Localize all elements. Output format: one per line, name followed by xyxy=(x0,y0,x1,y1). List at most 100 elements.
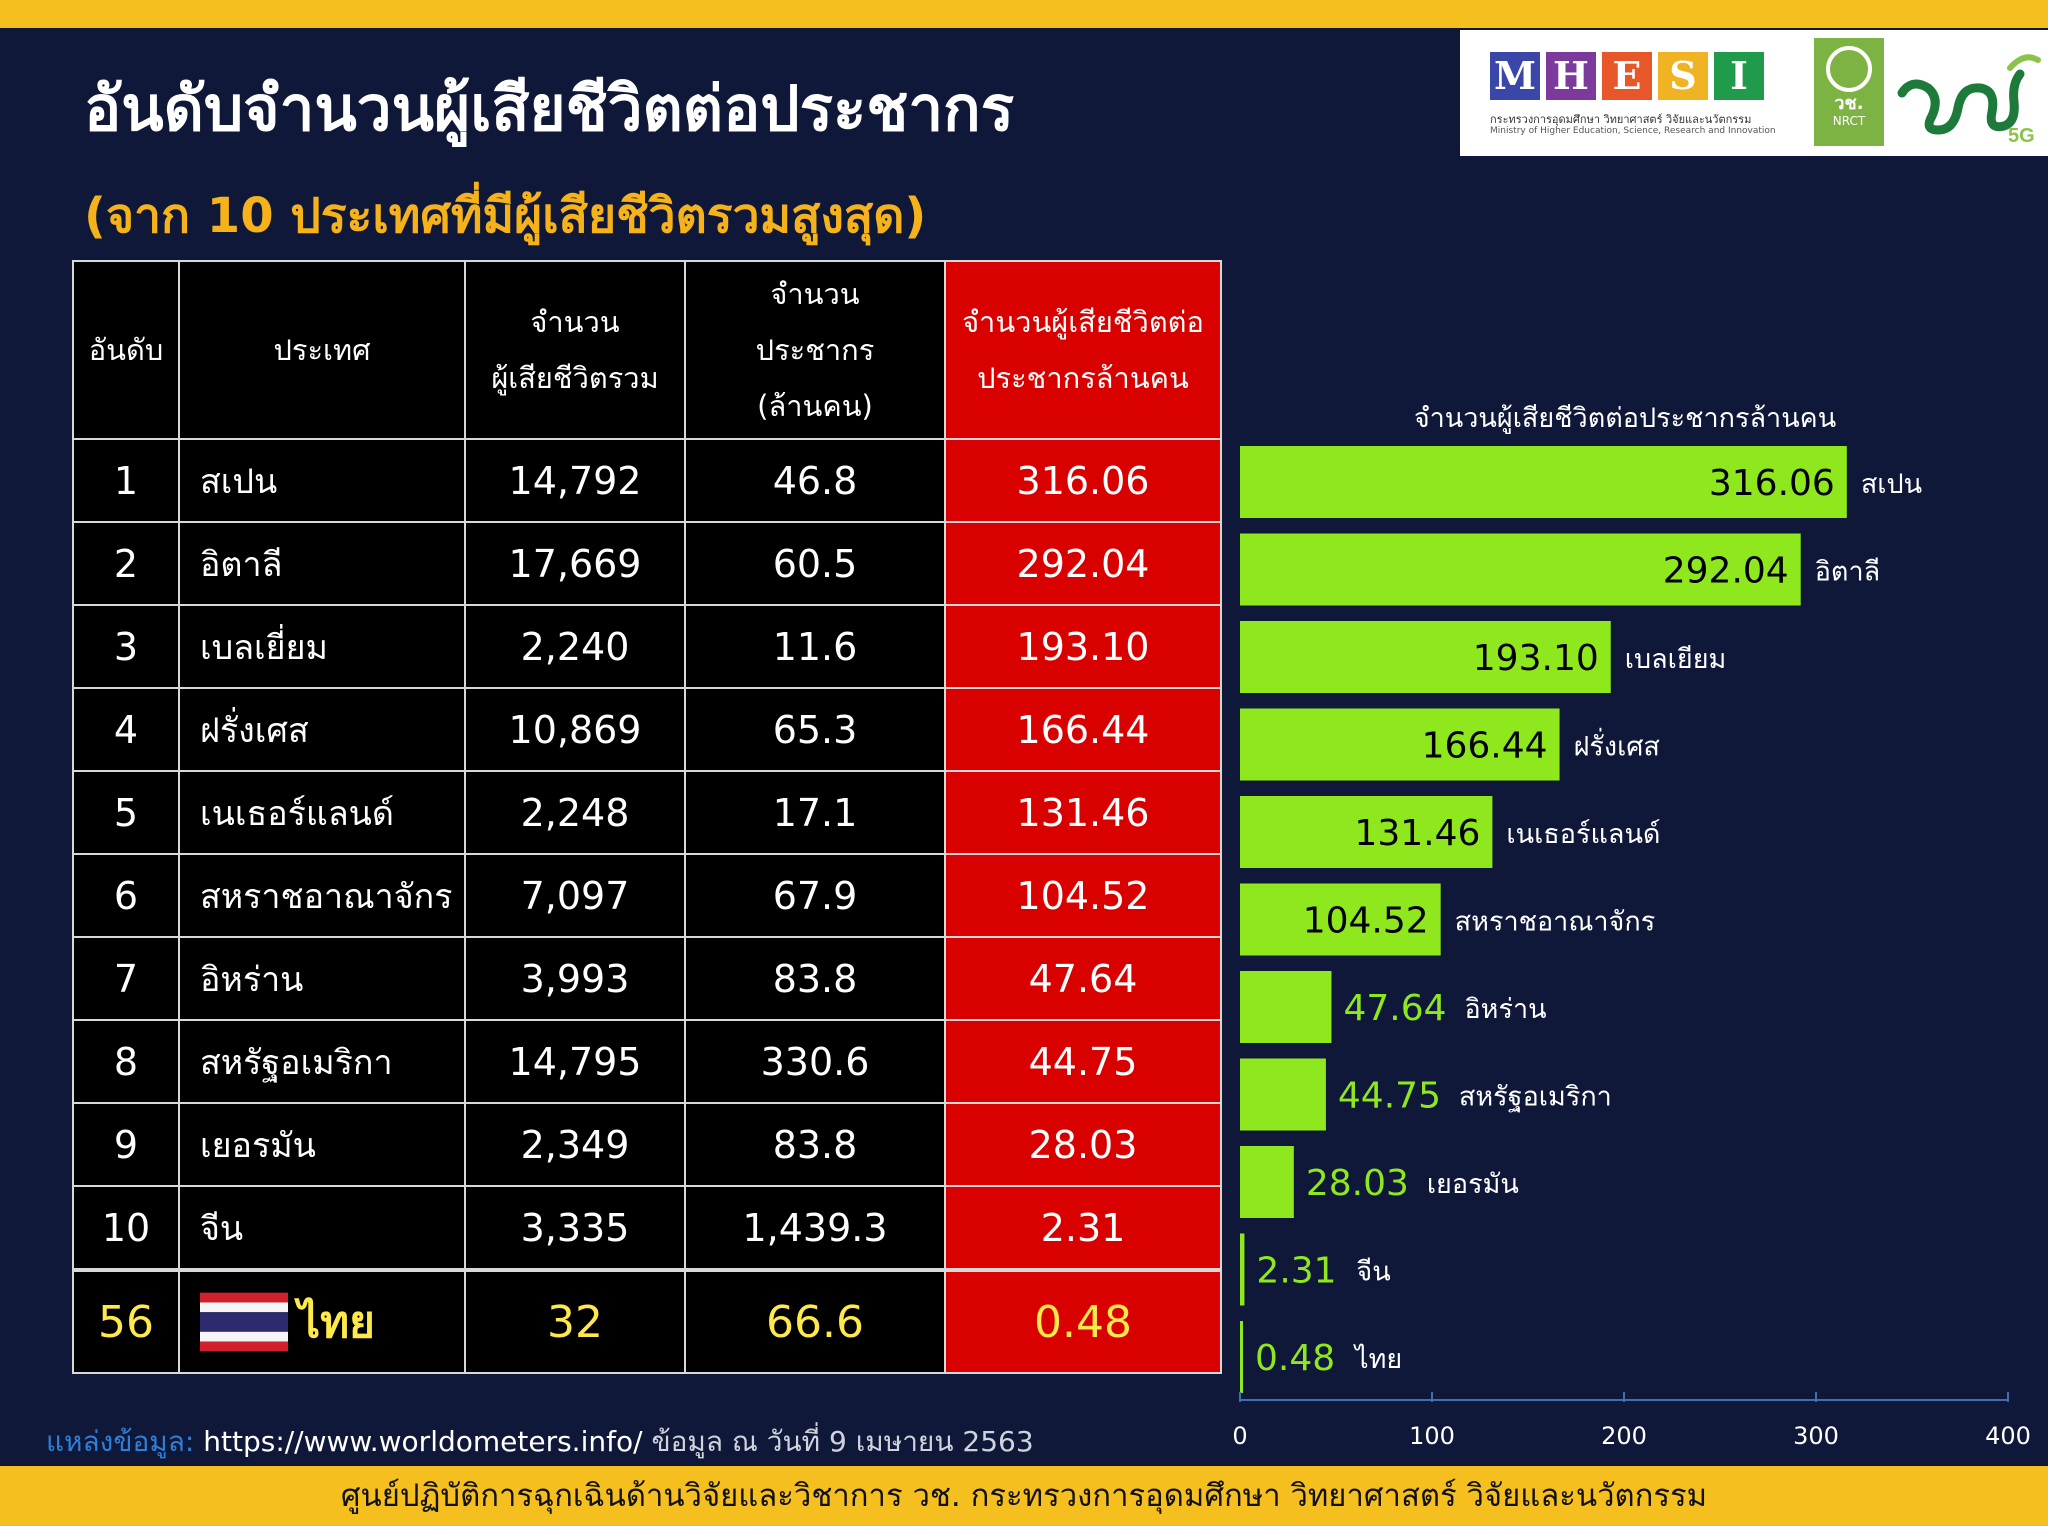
mhesi-letter: I xyxy=(1714,52,1764,100)
cell-deaths: 2,240 xyxy=(464,604,686,689)
cell-deaths: 3,993 xyxy=(464,936,686,1021)
bar-value-label: 131.46 xyxy=(1354,813,1480,854)
cell-deaths: 17,669 xyxy=(464,521,686,606)
cell-rank: 2 xyxy=(72,521,180,606)
source-note: ข้อมูล ณ วันที่ 9 เมษายน 2563 xyxy=(651,1425,1034,1458)
header-population-line2: ประชากร xyxy=(755,333,875,367)
cell-rank: 4 xyxy=(72,687,180,772)
bar xyxy=(1240,446,1847,518)
table-row: 1 สเปน 14,792 46.8 316.06 xyxy=(72,438,1222,523)
country-name-thailand: ไทย xyxy=(298,1297,375,1348)
mhesi-english-name: Ministry of Higher Education, Science, R… xyxy=(1490,126,1776,136)
cell-rank: 9 xyxy=(72,1102,180,1187)
bar-category-label: เยอรมัน xyxy=(1427,1169,1519,1200)
x-tick-label: 0 xyxy=(1232,1422,1247,1450)
bar-value-label: 47.64 xyxy=(1343,988,1446,1029)
per-million-bar-chart: 316.06 สเปน 292.04 อิตาลี 193.10 เบลเยียม 166.… xyxy=(1232,446,2031,1450)
cell-country: เนเธอร์แลนด์ xyxy=(178,770,466,855)
source-url: https://www.worldometers.info/ xyxy=(203,1425,643,1458)
bar-category-label: อิหร่าน xyxy=(1464,994,1546,1025)
cell-rank: 10 xyxy=(72,1185,180,1271)
bar-value-label: 104.52 xyxy=(1303,901,1429,942)
header-per-million-line1: จำนวนผู้เสียชีวิตต่อ xyxy=(962,305,1204,339)
bar-category-label: ไทย xyxy=(1353,1344,1402,1375)
cell-population: 60.5 xyxy=(684,521,946,606)
cell-population: 83.8 xyxy=(684,936,946,1021)
cell-deaths: 7,097 xyxy=(464,853,686,938)
page-title: อันดับจำนวนผู้เสียชีวิตต่อประชากร xyxy=(84,72,1014,145)
cell-population: 46.8 xyxy=(684,438,946,523)
mhesi-letter: E xyxy=(1602,52,1652,100)
cell-per-million-thailand: 0.48 xyxy=(944,1268,1222,1374)
header-deaths: จำนวน ผู้เสียชีวิตรวม xyxy=(464,260,686,440)
bar-value-label: 28.03 xyxy=(1306,1163,1409,1204)
cell-rank: 8 xyxy=(72,1019,180,1104)
cell-population: 83.8 xyxy=(684,1102,946,1187)
chart-title: จำนวนผู้เสียชีวิตต่อประชากรล้านคน xyxy=(1413,403,1837,434)
table-row: 3 เบลเยี่ยม 2,240 11.6 193.10 xyxy=(72,604,1222,689)
bar xyxy=(1240,1146,1294,1218)
table-row: 6 สหราชอาณาจักร 7,097 67.9 104.52 xyxy=(72,853,1222,938)
header-deaths-line1: จำนวน xyxy=(530,305,620,339)
cell-rank: 7 xyxy=(72,936,180,1021)
bar xyxy=(1240,533,1801,606)
cell-population: 330.6 xyxy=(684,1019,946,1104)
cell-country: สเปน xyxy=(178,438,466,523)
table-row: 5 เนเธอร์แลนด์ 2,248 17.1 131.46 xyxy=(72,770,1222,855)
cell-deaths: 3,335 xyxy=(464,1185,686,1271)
page-subtitle: (จาก 10 ประเทศที่มีผู้เสียชีวิตรวมสูงสุด… xyxy=(84,188,927,244)
cell-per-million: 104.52 xyxy=(944,853,1222,938)
cell-rank-thailand: 56 xyxy=(72,1268,180,1374)
header-rank: อันดับ xyxy=(72,260,180,440)
header-country: ประเทศ xyxy=(178,260,466,440)
header-per-million-line2: ประชากรล้านคน xyxy=(977,361,1189,395)
cell-population: 67.9 xyxy=(684,853,946,938)
bar-category-label: ฝรั่งเศส xyxy=(1574,728,1660,763)
cell-rank: 6 xyxy=(72,853,180,938)
data-table: อันดับ ประเทศ จำนวน ผู้เสียชีวิตรวม จำนว… xyxy=(72,260,1222,1374)
mhesi-letter: S xyxy=(1658,52,1708,100)
header-population: จำนวน ประชากร (ล้านคน) xyxy=(684,260,946,440)
cell-country: จีน xyxy=(178,1185,466,1271)
bar-value-label: 193.10 xyxy=(1473,638,1599,679)
header-population-line1: จำนวน xyxy=(770,277,860,311)
bar-category-label: สหราชอาณาจักร xyxy=(1455,907,1656,938)
x-tick-label: 200 xyxy=(1601,1422,1647,1450)
bar xyxy=(1240,1058,1326,1131)
bar-value-label: 0.48 xyxy=(1255,1338,1335,1379)
cell-per-million: 44.75 xyxy=(944,1019,1222,1104)
cell-per-million: 292.04 xyxy=(944,521,1222,606)
bar-value-label: 44.75 xyxy=(1338,1076,1441,1117)
bar-value-label: 292.04 xyxy=(1663,551,1789,592)
bar xyxy=(1240,1233,1245,1306)
bar xyxy=(1240,796,1493,868)
mhesi-letter: M xyxy=(1490,52,1540,100)
source-line: แหล่งข้อมูล: https://www.worldometers.in… xyxy=(46,1420,1034,1464)
table-row: 4 ฝรั่งเศส 10,869 65.3 166.44 xyxy=(72,687,1222,772)
cell-population-thailand: 66.6 xyxy=(684,1268,946,1374)
bar xyxy=(1240,1321,1243,1393)
header-population-line3: (ล้านคน) xyxy=(757,389,873,423)
header-per-million: จำนวนผู้เสียชีวิตต่อ ประชากรล้านคน xyxy=(944,260,1222,440)
cell-deaths: 14,795 xyxy=(464,1019,686,1104)
cell-deaths-thailand: 32 xyxy=(464,1268,686,1374)
cell-country: ฝรั่งเศส xyxy=(178,687,466,772)
cell-deaths: 14,792 xyxy=(464,438,686,523)
mhesi-letter: H xyxy=(1546,52,1596,100)
table-row: 2 อิตาลี 17,669 60.5 292.04 xyxy=(72,521,1222,606)
vch-5g-logo-icon: 5G xyxy=(1897,54,2041,147)
x-tick-label: 300 xyxy=(1793,1422,1839,1450)
bar-category-label: เบลเยียม xyxy=(1625,644,1727,675)
bar-category-label: สหรัฐอเมริกา xyxy=(1459,1082,1612,1113)
bar xyxy=(1240,621,1611,693)
cell-deaths: 10,869 xyxy=(464,687,686,772)
bar-value-label: 2.31 xyxy=(1256,1251,1336,1292)
table-header-row: อันดับ ประเทศ จำนวน ผู้เสียชีวิตรวม จำนว… xyxy=(72,260,1222,440)
cell-country: สหรัฐอเมริกา xyxy=(178,1019,466,1104)
bar-value-label: 316.06 xyxy=(1709,463,1835,504)
cell-deaths: 2,349 xyxy=(464,1102,686,1187)
cell-country: เบลเยี่ยม xyxy=(178,604,466,689)
cell-country: สหราชอาณาจักร xyxy=(178,853,466,938)
cell-per-million: 2.31 xyxy=(944,1185,1222,1271)
